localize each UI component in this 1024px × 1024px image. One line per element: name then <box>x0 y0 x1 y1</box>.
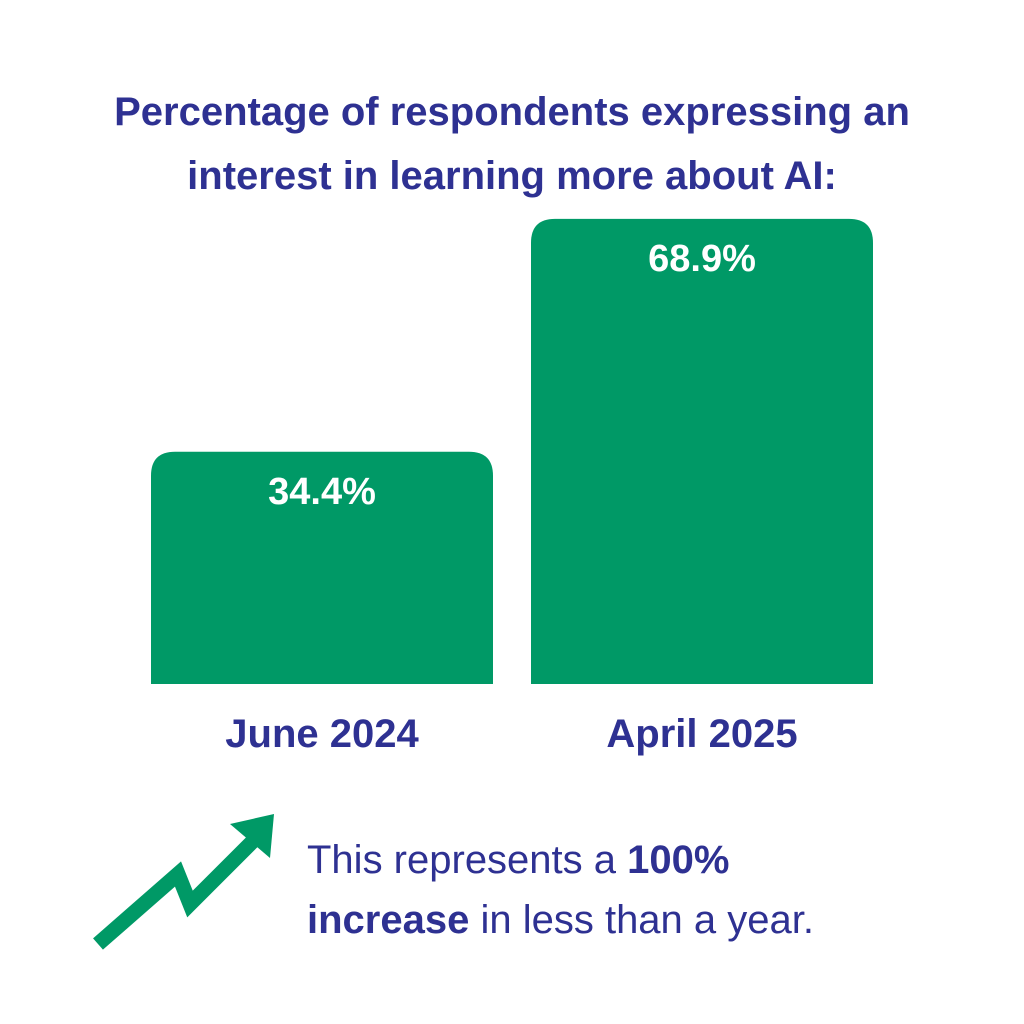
bar-2 <box>531 218 873 685</box>
category-label-2: April 2025 <box>606 712 797 756</box>
chart-title-line-2: interest in learning more about AI: <box>187 154 837 198</box>
trend-up-arrow-icon <box>93 814 274 950</box>
summary-note-text-1: This represents a <box>307 838 628 882</box>
bar-value-label-1: 34.4% <box>268 471 376 513</box>
summary-note-percent: 100% <box>627 838 730 882</box>
summary-note-text-2: in less than a year. <box>469 898 814 942</box>
bar-1 <box>151 451 493 684</box>
summary-note: This represents a 100% increase in less … <box>307 830 947 950</box>
chart-title-line-1: Percentage of respondents expressing an <box>114 90 910 134</box>
category-label-1: June 2024 <box>225 712 419 756</box>
summary-note-increase: increase <box>307 898 470 942</box>
summary-note-line-1: This represents a 100% <box>307 830 947 890</box>
chart-title: Percentage of respondents expressing an … <box>0 80 1024 208</box>
summary-note-line-2: increase in less than a year. <box>307 890 947 950</box>
bar-value-label-2: 68.9% <box>648 238 756 280</box>
